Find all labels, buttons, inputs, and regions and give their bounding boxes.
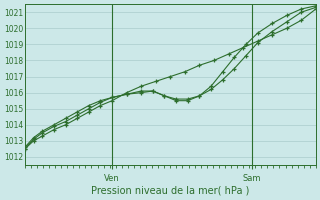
X-axis label: Pression niveau de la mer( hPa ): Pression niveau de la mer( hPa )	[91, 186, 250, 196]
